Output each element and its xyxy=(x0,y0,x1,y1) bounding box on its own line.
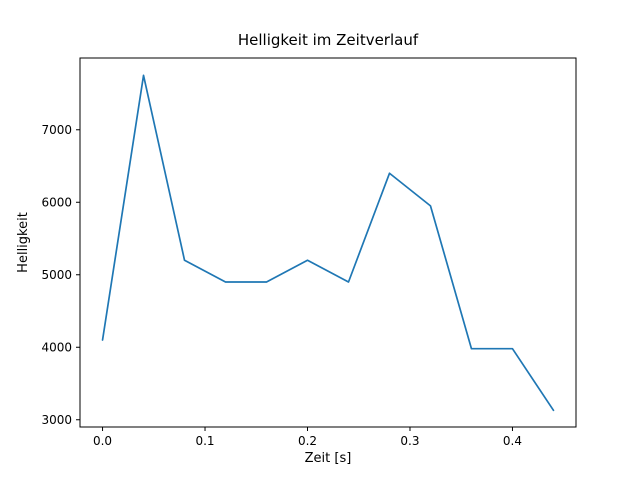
x-tick-label: 0.4 xyxy=(503,434,522,448)
chart-title: Helligkeit im Zeitverlauf xyxy=(238,31,419,49)
x-axis-label: Zeit [s] xyxy=(305,451,352,466)
y-tick-label: 7000 xyxy=(41,123,72,137)
x-tick-label: 0.2 xyxy=(298,434,317,448)
y-axis-label: Helligkeit xyxy=(16,212,31,273)
x-tick-label: 0.0 xyxy=(93,434,112,448)
x-tick-label: 0.3 xyxy=(400,434,419,448)
y-tick-label: 4000 xyxy=(41,340,72,354)
y-tick-label: 5000 xyxy=(41,268,72,282)
data-line-series xyxy=(101,74,555,412)
x-tick-label: 0.1 xyxy=(195,434,214,448)
axes-frame xyxy=(79,57,577,428)
y-tick-label: 6000 xyxy=(41,195,72,209)
y-tick-label: 3000 xyxy=(41,413,72,427)
